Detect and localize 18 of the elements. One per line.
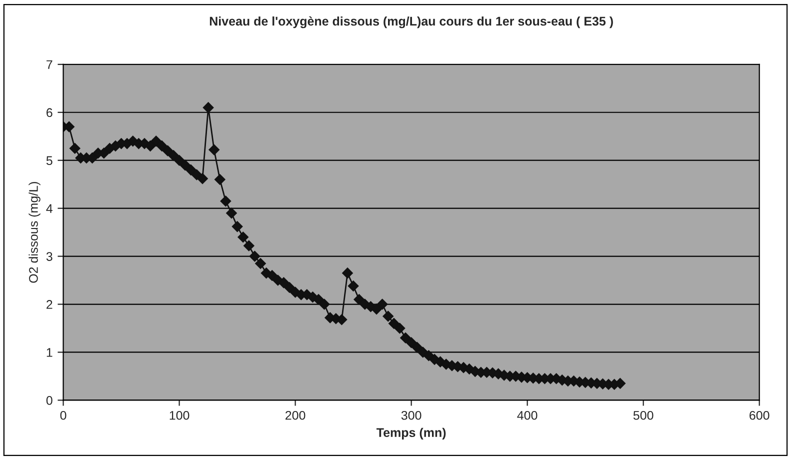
y-tick-label: 6 — [46, 108, 52, 118]
y-tick-label: 1 — [46, 348, 52, 357]
x-axis-title: Temps (mn) — [376, 428, 446, 440]
y-tick-label: 0 — [46, 396, 52, 405]
x-tick-label: 400 — [517, 410, 538, 420]
x-tick-label: 200 — [286, 410, 306, 420]
x-tick-label: 0 — [60, 410, 66, 420]
x-tick-label: 500 — [633, 410, 654, 420]
y-tick-label: 4 — [46, 204, 52, 213]
y-axis-title: O2 dissous (mg/L) — [28, 182, 40, 283]
y-tick-label: 3 — [46, 252, 52, 261]
y-tick-label: 2 — [46, 300, 52, 309]
y-tick-label: 7 — [46, 60, 52, 69]
x-tick-label: 300 — [401, 410, 422, 420]
x-tick-label: 600 — [750, 410, 770, 420]
chart-title: Niveau de l'oxygène dissous (mg/L)au cours du 1er sous-eau ( E35 ) — [210, 16, 613, 28]
y-tick-label: 5 — [46, 156, 52, 165]
x-tick-label: 100 — [170, 410, 190, 420]
